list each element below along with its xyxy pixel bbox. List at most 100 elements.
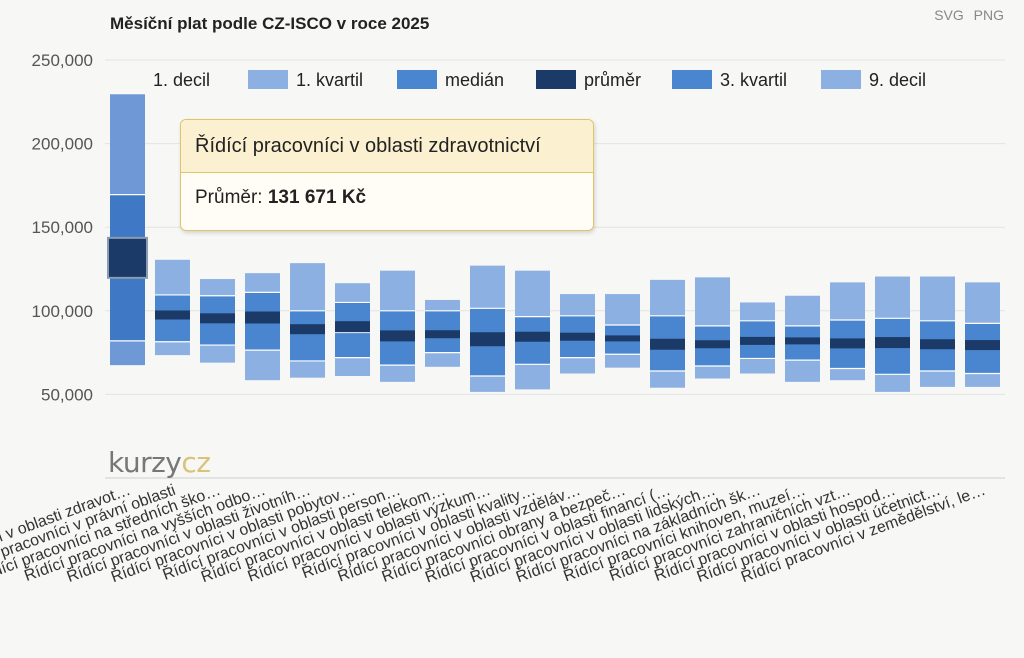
band-d1-q1 [920,370,955,387]
legend-item: 1. kvartil [248,70,363,90]
box-group [200,279,235,363]
band-d1-q1 [965,373,1000,387]
box-group [290,263,325,378]
band-q3-d9 [605,294,640,326]
export-links: SVG PNG [928,7,1004,23]
mean-marker [425,330,460,339]
box-group [560,294,595,374]
band-d1-q1 [515,364,550,390]
y-tick-label: 150,000 [32,218,93,237]
mean-marker [695,340,730,349]
band-d1-q1 [830,368,865,381]
band-q3-d9 [965,282,1000,324]
box-group [380,270,415,382]
band-d1-q1 [695,365,730,379]
box-group [740,302,775,374]
legend-swatch [248,70,288,89]
legend-item: medián [397,70,504,90]
legend-swatch [821,70,861,89]
legend-item: 3. kvartil [672,70,787,90]
band-d1-q1 [110,340,145,366]
band-q3-d9 [335,283,370,303]
legend-swatch [536,70,576,89]
box-group [875,276,910,392]
band-q3-d9 [380,270,415,311]
band-d1-q1 [875,374,910,392]
mean-marker [605,335,640,342]
box-group [650,279,685,388]
band-q3-d9 [515,270,550,317]
band-d1-q1 [335,357,370,377]
band-d1-q1 [560,357,595,374]
tooltip-title: Řídící pracovníci v oblasti zdravotnictv… [181,120,593,173]
mean-marker [920,339,955,350]
mean-marker [560,332,595,341]
band-d1-q1 [200,345,235,363]
band-q3-d9 [110,94,145,195]
box-group [155,259,190,356]
mean-marker [107,236,148,279]
box-group [335,283,370,377]
box-group [470,265,505,392]
mean-marker [650,338,685,350]
chart-title: Měsíční plat podle CZ-ISCO v roce 2025 [110,14,430,33]
legend-label: 3. kvartil [720,70,787,90]
band-q3-d9 [785,295,820,326]
box-group [605,294,640,368]
legend-item: 1. decil [153,70,210,90]
box-group [425,299,460,367]
y-tick-label: 200,000 [32,135,93,154]
band-q3-d9 [200,279,235,296]
tooltip-body: Průměr: 131 671 Kč [181,173,593,223]
mean-marker [740,336,775,345]
box-group [785,295,820,382]
y-tick-label: 250,000 [32,51,93,70]
mean-marker [875,337,910,349]
tooltip: Řídící pracovníci v oblasti zdravotnictv… [180,119,594,231]
export-png-button[interactable]: PNG [973,7,1004,23]
band-q3-d9 [290,263,325,311]
band-d1-q1 [155,341,190,356]
legend-label: průměr [584,70,641,90]
box-group [830,282,865,381]
band-q3-d9 [425,299,460,311]
legend-label: 1. decil [153,70,210,90]
box-group [965,282,1000,387]
band-d1-q1 [785,360,820,382]
mean-marker [470,332,505,347]
band-d1-q1 [650,370,685,388]
legend-item: průměr [536,70,641,90]
band-d1-q1 [605,354,640,368]
legend-swatch [672,70,712,89]
legend-label: medián [445,70,504,90]
band-q3-d9 [470,265,505,309]
mean-marker [515,331,550,342]
band-d1-q1 [290,360,325,378]
kurzy-logo: kurzycz [108,446,211,479]
band-q3-d9 [245,273,280,293]
tooltip-value: 131 671 Kč [267,187,367,208]
y-tick-label: 50,000 [41,385,93,404]
mean-marker [290,324,325,335]
band-d1-q1 [425,352,460,367]
band-q3-d9 [875,276,910,319]
box-group [695,277,730,379]
box-group [107,94,148,366]
legend-swatch [397,70,437,89]
band-q3-d9 [920,276,955,321]
band-q3-d9 [830,282,865,320]
legend-item: 9. decil [821,70,926,90]
band-q1-q3 [290,310,325,361]
band-q3-d9 [560,294,595,316]
export-svg-button[interactable]: SVG [934,7,964,23]
band-q3-d9 [695,277,730,326]
mean-marker [380,330,415,342]
mean-marker [965,340,1000,351]
mean-marker [830,338,865,349]
mean-marker [155,310,190,320]
mean-marker [785,337,820,345]
y-tick-label: 100,000 [32,302,93,321]
mean-marker [245,311,280,324]
tooltip-value-label: Průměr: [195,187,263,208]
